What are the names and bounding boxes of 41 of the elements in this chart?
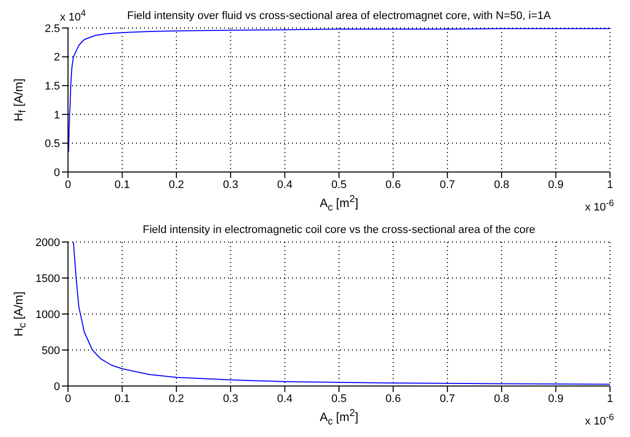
x-tick-label: 0.6 — [386, 392, 401, 405]
y-tick-label: 1500 — [36, 272, 60, 285]
y-tick-label: 0 — [54, 380, 60, 393]
x-tick-label: 0.2 — [168, 178, 184, 191]
y-tick-label: 1 — [54, 109, 60, 122]
x-tick-label: 0.7 — [440, 178, 456, 191]
chart-title: Field intensity in electromagnetic coil core vs the cross-sectional area of the core — [142, 224, 536, 236]
text: x 10$^{-6}$ — [585, 198, 614, 214]
x-tick-label: 0.1 — [114, 178, 130, 191]
y-tick-label: 500 — [42, 344, 60, 357]
x-tick-label: 0.3 — [222, 178, 238, 191]
y-tick-label: 2000 — [36, 236, 60, 249]
x-tick-label: 0.8 — [494, 392, 510, 405]
x-tick-label: 0.1 — [114, 392, 130, 405]
y-tick-label: 1000 — [36, 308, 60, 321]
x-tick-label: 0.6 — [386, 178, 401, 191]
y-tick-label: 0 — [54, 166, 60, 179]
y-tick-label: 2 — [54, 52, 60, 64]
x-tick-label: 1 — [606, 392, 614, 405]
x-tick-label: 0.5 — [331, 178, 347, 191]
x-tick-label: 1 — [606, 178, 614, 191]
x-tick-label: 0.2 — [168, 392, 184, 405]
x-tick-label: 0 — [64, 392, 72, 405]
x-tick-label: 0.8 — [494, 178, 510, 191]
y-tick-label: 0.5 — [44, 138, 60, 150]
line-series — [72, 242, 610, 385]
chart-title: Field intensity over fluid vs cross-sectional area of electromagnet core, with N=50, i=1A — [127, 10, 551, 22]
y-tick-label: 2.5 — [44, 22, 60, 35]
text: x 10$^{-6}$ — [585, 412, 614, 428]
x-tick-label: 0.9 — [548, 392, 564, 405]
x-tick-label: 0.5 — [331, 392, 347, 405]
x-axis-title: A$_{c}$ [m$^{2}$] — [320, 194, 358, 214]
x-tick-label: 0.4 — [277, 392, 292, 405]
x-axis-title: A$_{c}$ [m$^{2}$] — [320, 408, 358, 428]
y-tick-label: 1.5 — [44, 80, 60, 93]
x-tick-label: 0.4 — [277, 178, 292, 191]
x-tick-label: 0.9 — [548, 178, 564, 191]
x-tick-label: 0 — [64, 178, 72, 191]
x-tick-label: 0.7 — [440, 392, 456, 405]
text: x 10$^{4}$ — [60, 8, 86, 24]
x-tick-label: 0.3 — [222, 392, 238, 405]
